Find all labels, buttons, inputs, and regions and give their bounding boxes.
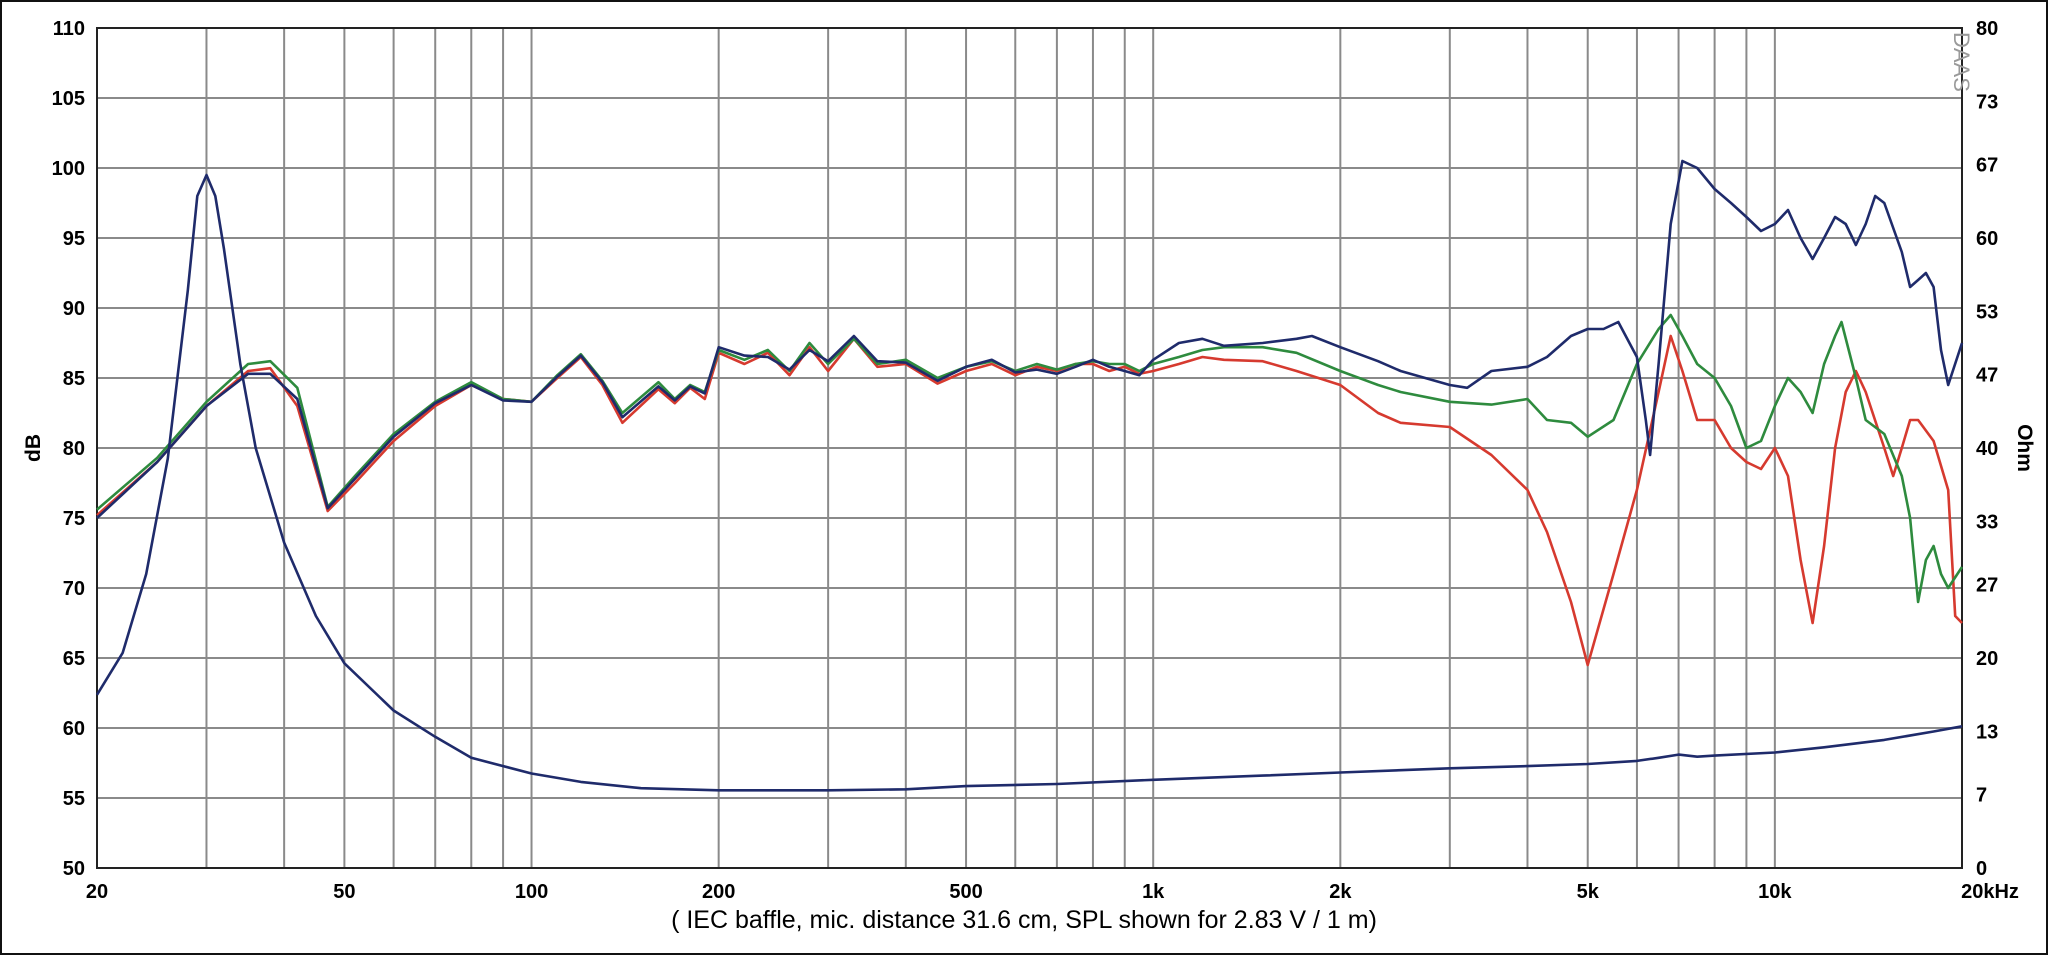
y-tick-label: 90 <box>63 298 85 320</box>
y2-tick-label: 73 <box>1976 92 1998 114</box>
y-tick-label: 65 <box>63 648 85 670</box>
logo-watermark: DAAS <box>1949 32 1974 92</box>
y-tick-label: 85 <box>63 368 85 390</box>
y2-tick-label: 33 <box>1976 512 1998 534</box>
y-axis-label: dB <box>22 434 45 462</box>
y2-tick-label: 60 <box>1976 228 1998 250</box>
y-tick-label: 75 <box>63 508 85 530</box>
x-tick-label: 500 <box>949 881 982 903</box>
y2-tick-label: 53 <box>1976 302 1998 324</box>
plot-border <box>96 27 1963 869</box>
y-tick-label: 70 <box>63 578 85 600</box>
y2-tick-label: 27 <box>1976 575 1998 597</box>
y2-tick-label: 47 <box>1976 365 1998 387</box>
x-tick-label: 1k <box>1142 881 1165 903</box>
y2-tick-label: 7 <box>1976 785 1987 807</box>
x-tick-label: 10k <box>1758 881 1792 903</box>
y2-tick-label: 13 <box>1976 722 1998 744</box>
x-tick-label: 20 <box>86 881 108 903</box>
y2-axis-label: Ohm <box>2013 424 2036 472</box>
y2-tick-label: 0 <box>1976 858 1987 880</box>
x-tick-label: 200 <box>702 881 735 903</box>
y-tick-label: 80 <box>63 438 85 460</box>
chart-caption: ( IEC baffle, mic. distance 31.6 cm, SPL… <box>671 906 1377 934</box>
y-tick-label: 55 <box>63 788 85 810</box>
y2-tick-label: 80 <box>1976 18 1998 40</box>
x-tick-label: 50 <box>333 881 355 903</box>
x-tick-label: 20kHz <box>1961 881 2019 903</box>
y-tick-label: 100 <box>52 158 85 180</box>
x-tick-label: 2k <box>1329 881 1352 903</box>
y-tick-label: 95 <box>63 228 85 250</box>
x-tick-label: 100 <box>515 881 548 903</box>
y2-tick-label: 20 <box>1976 648 1998 670</box>
y-tick-label: 60 <box>63 718 85 740</box>
y-tick-label: 110 <box>53 18 85 40</box>
x-tick-label: 5k <box>1577 881 1600 903</box>
series-line-3 <box>96 159 1964 519</box>
y2-tick-label: 67 <box>1976 155 1998 177</box>
series-line-4 <box>95 173 1963 792</box>
y2-tick-label: 40 <box>1976 438 1998 460</box>
y-tick-label: 105 <box>52 88 85 110</box>
y-tick-label: 50 <box>63 858 85 880</box>
